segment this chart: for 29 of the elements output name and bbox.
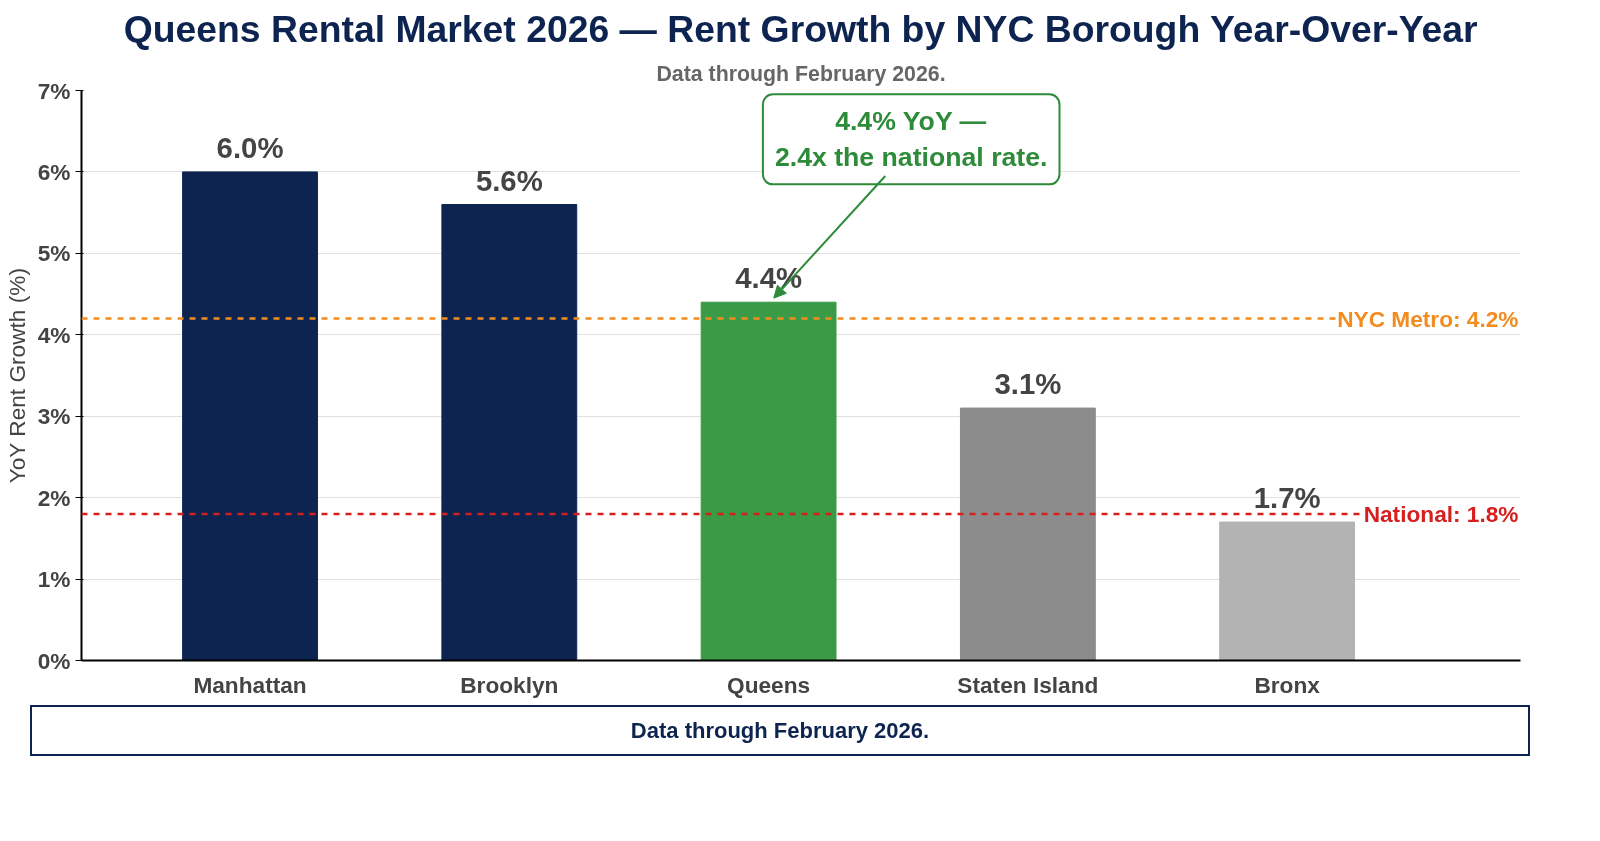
y-tick-label: 6%: [37, 158, 71, 185]
y-tick-label: 3%: [37, 403, 71, 430]
y-tick-label: 5%: [37, 240, 71, 267]
bar: [959, 407, 1096, 661]
y-tick-label: 4%: [37, 321, 71, 348]
ref-line-label: National: 1.8%: [1363, 500, 1519, 527]
data-label: 5.6%: [475, 163, 543, 197]
data-label: 6.0%: [216, 130, 284, 164]
data-label: 3.1%: [994, 367, 1062, 401]
y-tick-label: 0%: [37, 647, 71, 674]
x-tick-label: Staten Island: [957, 671, 1099, 698]
x-tick-label: Queens: [727, 671, 811, 698]
y-tick-label: 7%: [37, 77, 71, 104]
y-tick-label: 1%: [37, 566, 71, 593]
x-tick-label: Bronx: [1254, 671, 1321, 698]
bar: [700, 301, 837, 661]
data-label: 1.7%: [1253, 481, 1321, 515]
chart-subtitle: Data through February 2026.: [656, 61, 946, 86]
bar: [1219, 521, 1356, 661]
annotation: 4.4% YoY — 2.4x the national rate.: [774, 106, 1048, 173]
bar: [441, 204, 578, 661]
x-tick-label: Manhattan: [193, 671, 307, 698]
text: Data through February 2026.: [630, 717, 930, 745]
x-tick-label: Brooklyn: [460, 671, 559, 698]
y-tick-label: 2%: [37, 484, 71, 511]
y-axis-title: YoY Rent Growth (%): [3, 268, 30, 484]
bar: [182, 171, 318, 661]
ref-line-label: NYC Metro: 4.2%: [1337, 305, 1519, 332]
chart-title: Queens Rental Market 2026 — Rent Growth by NYC Borough Year-Over-Year: [123, 7, 1478, 50]
